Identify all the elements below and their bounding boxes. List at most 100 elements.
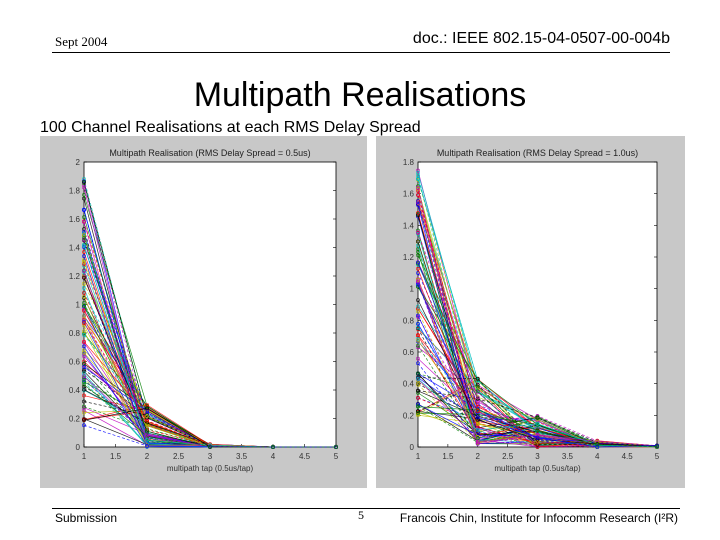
data-point [82,270,86,275]
data-point [416,170,420,175]
data-point [82,181,86,186]
data-point [416,249,420,254]
data-point [82,329,86,334]
data-point [416,333,420,337]
header-doc-id: doc.: IEEE 802.15-04-0507-00-004b [412,30,670,47]
data-point [82,393,86,398]
data-point [82,387,86,392]
data-point [416,361,420,366]
x-tick-label: 1 [82,452,87,461]
data-point [535,416,540,420]
data-point [416,313,420,318]
data-point [82,291,86,295]
data-point [82,418,86,423]
data-point [82,235,86,240]
data-point [416,411,420,416]
data-point [416,356,420,361]
data-point [82,410,86,415]
data-point [416,304,420,309]
data-point [475,409,480,413]
y-tick-label: 0.8 [403,316,415,325]
series-line [83,401,336,448]
data-point [82,286,86,290]
data-point [82,177,86,181]
x-tick-label: 2.5 [502,452,514,461]
chart-panel-right: Multipath Realisation (RMS Delay Spread … [376,136,685,488]
header-rule [52,52,670,53]
data-point [416,231,420,236]
data-point [416,298,420,302]
x-tick-label: 2 [145,452,150,461]
data-point [416,177,420,182]
data-point [82,179,86,184]
data-point [475,441,480,446]
x-tick-label: 2 [476,452,481,461]
data-point [82,359,86,364]
data-point [82,405,86,410]
data-point [82,363,86,368]
data-point [145,443,149,448]
data-point [416,402,420,407]
data-point [82,374,86,379]
data-point [535,428,540,433]
x-tick-label: 1.5 [110,452,122,461]
data-point [475,384,480,389]
series-line [417,281,658,447]
data-point [82,379,86,384]
series-line [417,311,658,447]
series-line [417,378,658,448]
y-tick-label: 0.6 [403,348,415,357]
data-point [82,300,86,305]
data-point [82,314,86,318]
x-tick-label: 3.5 [236,452,248,461]
y-tick-label: 0.4 [69,386,81,395]
data-point [82,408,86,413]
series-line [83,377,336,448]
chart-left: Multipath Realisation (RMS Delay Spread … [69,148,339,473]
data-point [416,404,420,409]
data-point [82,303,86,308]
data-point [416,382,420,387]
data-point [416,389,420,393]
data-point [535,444,540,449]
data-point [145,429,149,434]
data-point [145,438,149,443]
data-point [82,196,86,201]
data-point [416,193,420,197]
data-point [416,277,420,282]
data-point [82,296,86,300]
series-line [417,284,658,448]
y-tick-label: 0.4 [403,380,415,389]
data-point [82,185,86,190]
slide-title: Multipath Realisations [193,76,527,114]
x-tick-label: 5 [334,452,339,461]
x-tick-label: 2.5 [173,452,185,461]
data-point [416,338,420,343]
data-point [416,282,420,287]
data-point [535,435,540,440]
chart-title: Multipath Realisation (RMS Delay Spread … [109,148,310,158]
data-point [416,336,420,341]
data-point [416,266,420,271]
data-point [82,220,86,224]
data-point [475,415,480,420]
y-tick-label: 1.2 [403,253,415,262]
data-point [82,367,86,372]
y-tick-label: 1.4 [69,244,81,253]
y-tick-label: 2 [76,158,81,167]
header-date: Sept 2004 [55,34,108,49]
series-line [417,328,658,448]
data-point [475,430,480,435]
data-point [416,203,420,207]
data-point [145,421,149,425]
data-point [416,395,420,400]
data-point [82,333,86,337]
data-point [535,442,540,447]
x-tick-label: 1 [416,452,421,461]
data-point [475,408,480,412]
y-tick-label: 0 [410,443,415,452]
data-point [145,414,149,418]
y-tick-label: 0.8 [69,329,81,338]
data-point [416,314,420,319]
footer-page-number: 5 [358,508,364,522]
